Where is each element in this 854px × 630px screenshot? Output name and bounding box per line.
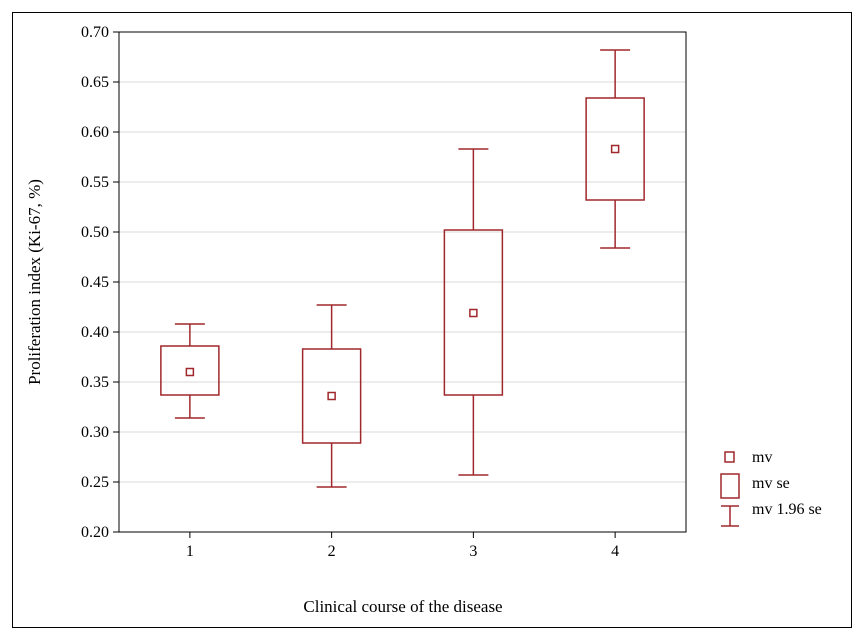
se-box bbox=[301, 348, 362, 444]
y-tick-label: 0.55 bbox=[81, 174, 109, 191]
legend-ci-label: mv 1.96 se bbox=[752, 501, 822, 518]
y-tick-label: 0.25 bbox=[81, 474, 109, 491]
y-tick-label: 0.70 bbox=[81, 24, 109, 41]
x-axis-ticks: 1 2 3 4 bbox=[186, 532, 619, 560]
legend-mean-marker bbox=[724, 451, 735, 463]
y-tick-label: 0.45 bbox=[81, 274, 109, 291]
mean-marker bbox=[185, 367, 195, 377]
box-group-1 bbox=[160, 323, 220, 419]
y-tick-label: 0.60 bbox=[81, 124, 109, 141]
mean-marker bbox=[610, 144, 620, 154]
legend-mean-label: mv bbox=[752, 449, 772, 466]
box-group-3 bbox=[443, 148, 504, 476]
y-tick-label: 0.50 bbox=[81, 224, 109, 241]
se-box bbox=[585, 97, 645, 201]
y-tick-label: 0.65 bbox=[81, 74, 109, 91]
y-tick-label: 0.35 bbox=[81, 374, 109, 391]
se-box bbox=[443, 229, 504, 396]
x-tick-label: 1 bbox=[186, 543, 194, 560]
gridlines bbox=[119, 81, 686, 483]
mean-marker bbox=[327, 391, 336, 401]
x-tick-label: 4 bbox=[611, 543, 619, 560]
x-axis-title: Clinical course of the disease bbox=[303, 597, 502, 616]
y-tick-label: 0.20 bbox=[81, 524, 109, 541]
x-tick-label: 2 bbox=[328, 543, 336, 560]
box-group-2 bbox=[301, 304, 362, 488]
legend-se-label: mv se bbox=[752, 475, 790, 492]
legend: mv mv se mv 1.96 se bbox=[720, 449, 822, 527]
chart-frame bbox=[12, 12, 852, 628]
y-tick-label: 0.30 bbox=[81, 424, 109, 441]
y-tick-label: 0.40 bbox=[81, 324, 109, 341]
y-axis-title: Proliferation index (Ki-67, %) bbox=[25, 179, 44, 385]
box-group-4 bbox=[585, 49, 645, 249]
se-box bbox=[160, 345, 220, 396]
box-series bbox=[160, 49, 645, 488]
y-axis-ticks: 0.20 0.25 0.30 0.35 0.40 0.45 0.50 0.55 0.60 0.65… bbox=[81, 24, 119, 541]
x-tick-label: 3 bbox=[469, 543, 477, 560]
legend-whisker-marker bbox=[721, 505, 739, 527]
mean-marker bbox=[469, 308, 478, 318]
legend-se-box-marker bbox=[720, 473, 740, 499]
